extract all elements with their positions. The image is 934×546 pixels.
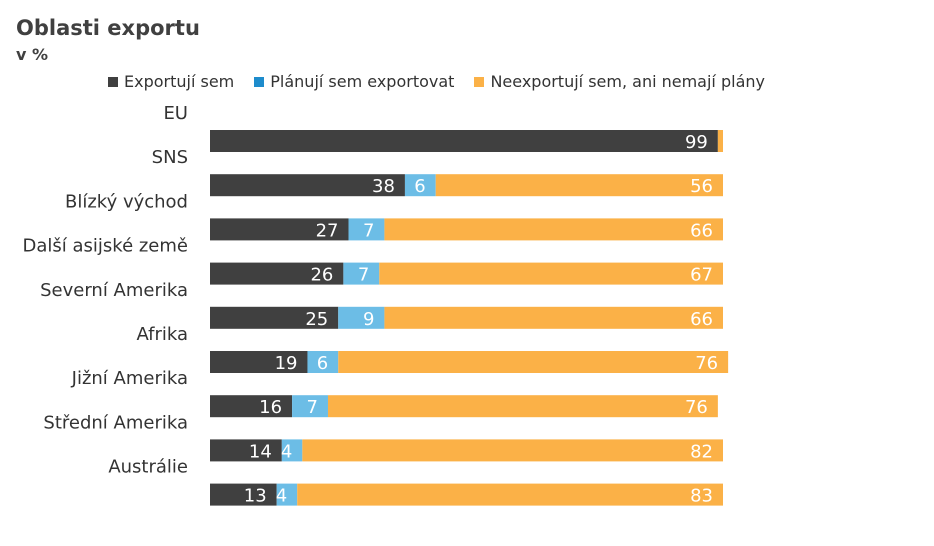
bar-segment <box>338 351 729 373</box>
legend-label-neexportuji: Neexportují sem, ani nemají plány <box>490 72 765 91</box>
bar-segment <box>210 351 308 373</box>
data-label: 56 <box>690 176 713 197</box>
legend-label-exportuji: Exportují sem <box>124 72 235 91</box>
bar-segment <box>348 218 385 241</box>
bar-segment <box>210 439 282 462</box>
data-label: 6 <box>317 353 328 374</box>
bar-segment <box>384 218 723 241</box>
data-label: 76 <box>685 397 708 418</box>
bar-segment <box>210 130 718 152</box>
category-label: Afrika <box>136 324 188 345</box>
bar-segment <box>292 395 328 418</box>
data-label: 26 <box>310 265 333 286</box>
bar-segment <box>210 262 344 285</box>
data-label: 13 <box>244 486 267 507</box>
chart-title: Oblasti exportu <box>16 16 200 40</box>
bar-segment <box>210 395 293 418</box>
bar-segment <box>404 174 436 197</box>
data-label: 14 <box>249 441 272 462</box>
legend: Exportují sem Plánují sem exportovat Nee… <box>108 72 785 91</box>
category-label: Jižní Amerika <box>71 368 188 389</box>
bar-segment <box>281 439 303 462</box>
bar-segment <box>327 395 718 418</box>
bar-segment <box>338 306 385 329</box>
data-label: 66 <box>690 220 713 241</box>
bar-segment <box>379 262 723 285</box>
data-label: 82 <box>690 441 713 462</box>
bar-segment <box>210 218 349 241</box>
bar-segment <box>276 483 298 506</box>
legend-swatch-planuji <box>254 76 265 87</box>
category-label: Severní Amerika <box>40 280 188 301</box>
data-label: 7 <box>363 220 374 241</box>
data-label: 76 <box>695 353 718 374</box>
data-label: 6 <box>414 176 425 197</box>
legend-item-planuji: Plánují sem exportovat <box>254 72 454 91</box>
data-label: 67 <box>690 265 713 286</box>
bar-segment <box>210 306 339 329</box>
legend-item-neexportuji: Neexportují sem, ani nemají plány <box>474 72 765 91</box>
legend-item-exportuji: Exportují sem <box>108 72 234 91</box>
data-label: 7 <box>358 265 369 286</box>
legend-label-planuji: Plánují sem exportovat <box>270 72 455 91</box>
bar-segment <box>717 130 723 152</box>
bar-segment <box>210 483 277 506</box>
category-label: Střední Amerika <box>43 412 188 433</box>
data-label: 4 <box>276 486 287 507</box>
data-label: 38 <box>372 176 395 197</box>
data-label: 9 <box>363 309 374 330</box>
bar-segment <box>384 306 723 329</box>
legend-swatch-exportuji <box>108 76 118 87</box>
bar-segment <box>343 262 380 285</box>
category-label: SNS <box>152 147 188 168</box>
bar-segment <box>435 174 723 197</box>
legend-swatch-neexportuji <box>474 76 485 87</box>
data-label: 4 <box>281 441 292 462</box>
data-label: 19 <box>275 353 298 374</box>
category-label: Blízký východ <box>65 191 188 212</box>
bar-segment <box>210 174 405 197</box>
data-label: 25 <box>305 309 328 330</box>
data-label: 66 <box>690 309 713 330</box>
category-label: Další asijské země <box>23 236 189 257</box>
data-label: 16 <box>259 397 282 418</box>
data-label: 99 <box>685 132 708 153</box>
category-label: EU <box>163 103 188 124</box>
bar-segment <box>307 351 339 373</box>
data-label: 27 <box>316 220 339 241</box>
data-label: 7 <box>307 397 318 418</box>
category-label: Austrálie <box>108 457 188 478</box>
data-label: 83 <box>690 486 713 507</box>
bar-segment <box>297 483 723 506</box>
bar-segment <box>302 439 723 462</box>
chart-subtitle: v % <box>16 45 49 64</box>
